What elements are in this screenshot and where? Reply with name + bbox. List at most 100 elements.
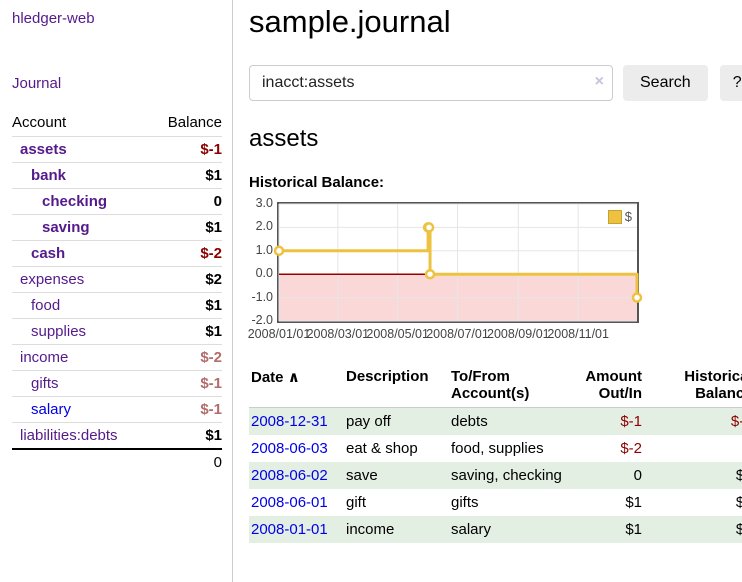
transaction-date-link[interactable]: 2008-06-02 xyxy=(251,467,328,484)
account-balance: $1 xyxy=(150,422,222,449)
transaction-balance: $-1 xyxy=(730,413,742,430)
sidebar-item-journal[interactable]: Journal xyxy=(12,75,62,92)
transaction-date-link[interactable]: 2008-06-03 xyxy=(251,440,328,457)
account-row: saving $1 xyxy=(12,214,222,241)
transaction-row: 2008-06-02 save saving, checking 0 $2 xyxy=(249,462,742,489)
transaction-description: pay off xyxy=(346,413,391,430)
register-header-date[interactable]: Date ∧ xyxy=(249,366,344,408)
accounts-total-value: 0 xyxy=(150,448,222,475)
accounts-table-body: assets $-1 bank $1 checking 0 saving $1 cash $-2 e… xyxy=(12,136,222,449)
y-axis-tick-label: 0.0 xyxy=(255,266,273,281)
account-row: food $1 xyxy=(12,292,222,319)
account-link[interactable]: liabilities:debts xyxy=(20,427,118,444)
transaction-amount: $-2 xyxy=(620,440,642,457)
account-balance: $1 xyxy=(150,162,222,189)
register-table: Date ∧ Description To/From Account(s) Am… xyxy=(249,366,742,543)
account-link[interactable]: bank xyxy=(31,167,67,184)
register-table-body: 2008-12-31 pay off debts $-1 $-1 2008-06-03 ea… xyxy=(249,407,742,543)
account-balance: $-1 xyxy=(150,136,222,163)
accounts-header-row: Account Balance xyxy=(12,112,222,137)
page-title: sample.journal xyxy=(249,4,451,39)
transaction-date-link[interactable]: 2008-12-31 xyxy=(251,413,328,430)
account-row: gifts $-1 xyxy=(12,370,222,397)
transaction-amount: $1 xyxy=(625,521,642,538)
transaction-date-link[interactable]: 2008-06-01 xyxy=(251,494,328,511)
account-row: checking 0 xyxy=(12,188,222,215)
account-balance: $-2 xyxy=(150,344,222,371)
register-header-accounts: To/From Account(s) xyxy=(449,366,567,408)
accounts-table: Account Balance assets $-1 bank $1 checking 0… xyxy=(12,112,222,475)
transaction-amount: $-1 xyxy=(620,413,642,430)
x-axis-tick-label: 2008/07/01 xyxy=(426,327,489,341)
main-content: sample.journal × Search ? assets Histori… xyxy=(233,0,742,582)
account-link[interactable]: checking xyxy=(42,193,108,210)
account-link[interactable]: salary xyxy=(31,401,72,418)
sort-ascending-icon: ∧ xyxy=(287,369,300,386)
x-axis-tick-label: 2008/05/01 xyxy=(366,327,429,341)
transaction-row: 2008-12-31 pay off debts $-1 $-1 xyxy=(249,407,742,435)
search-input-wrap: × xyxy=(249,65,613,101)
register-header-row: Date ∧ Description To/From Account(s) Am… xyxy=(249,366,742,408)
account-row: bank $1 xyxy=(12,162,222,189)
app-title-link[interactable]: hledger-web xyxy=(12,10,95,27)
transaction-amount: 0 xyxy=(633,467,642,484)
transaction-balance: $2 xyxy=(735,494,742,511)
account-link[interactable]: income xyxy=(20,349,69,366)
account-link[interactable]: gifts xyxy=(31,375,59,392)
transaction-accounts: food, supplies xyxy=(451,440,544,457)
account-balance: $2 xyxy=(150,266,222,293)
accounts-total-row: 0 xyxy=(12,448,222,475)
accounts-header-balance: Balance xyxy=(167,114,222,131)
account-balance: $-2 xyxy=(150,240,222,267)
y-axis-tick-label: 3.0 xyxy=(255,196,273,210)
account-balance: $1 xyxy=(150,318,222,345)
account-row: salary $-1 xyxy=(12,396,222,423)
account-link[interactable]: assets xyxy=(20,141,67,158)
transaction-balance: $1 xyxy=(735,521,742,538)
transaction-date-link[interactable]: 2008-01-01 xyxy=(251,521,328,538)
accounts-total-spacer xyxy=(12,448,150,475)
account-link[interactable]: expenses xyxy=(20,271,85,288)
account-balance: $-1 xyxy=(150,370,222,397)
transaction-amount: $1 xyxy=(625,494,642,511)
account-balance: 0 xyxy=(150,188,222,215)
account-row: expenses $2 xyxy=(12,266,222,293)
account-row: supplies $1 xyxy=(12,318,222,345)
legend-swatch-dollar xyxy=(607,209,622,224)
x-axis-tick-label: 2008/11/01 xyxy=(547,327,609,341)
account-link[interactable]: supplies xyxy=(31,323,87,340)
clear-search-icon[interactable]: × xyxy=(594,73,604,90)
transaction-balance: $2 xyxy=(735,467,742,484)
y-axis-tick-label: -1.0 xyxy=(251,289,273,304)
search-help-button[interactable]: ? xyxy=(719,65,742,101)
x-axis-tick-label: 2008/09/01 xyxy=(487,327,550,341)
y-axis-tick-label: 2.0 xyxy=(255,219,273,234)
account-link[interactable]: food xyxy=(31,297,61,314)
account-row: cash $-2 xyxy=(12,240,222,267)
search-input[interactable] xyxy=(249,65,613,101)
account-row: assets $-1 xyxy=(12,136,222,163)
chart-legend: $ xyxy=(607,209,632,224)
chart-canvas xyxy=(273,203,643,322)
account-link[interactable]: cash xyxy=(31,245,66,262)
legend-label: $ xyxy=(624,209,632,224)
search-form: × Search ? xyxy=(249,65,742,101)
account-balance: $1 xyxy=(150,292,222,319)
register-header-balance: Historical Balance xyxy=(644,366,742,408)
transaction-accounts: gifts xyxy=(451,494,479,511)
register-header-description: Description xyxy=(344,366,449,408)
account-link[interactable]: saving xyxy=(42,219,90,236)
register-header-amount: Amount Out/In xyxy=(567,366,644,408)
historical-balance-chart: $ 3.0 2.0 1.0 0.0 -1.0 -2.0 2008/01/01 2008/03/… xyxy=(248,196,742,346)
account-balance: $-1 xyxy=(150,396,222,423)
chart-section-label: Historical Balance: xyxy=(249,174,385,191)
transaction-accounts: debts xyxy=(451,413,488,430)
y-axis-tick-label: -2.0 xyxy=(251,313,273,327)
transaction-description: eat & shop xyxy=(346,440,418,457)
date-header-label: Date xyxy=(251,369,284,386)
transaction-row: 2008-06-01 gift gifts $1 $2 xyxy=(249,489,742,516)
account-row: income $-2 xyxy=(12,344,222,371)
transaction-accounts: saving, checking xyxy=(451,467,562,484)
search-button[interactable]: Search xyxy=(623,65,708,101)
